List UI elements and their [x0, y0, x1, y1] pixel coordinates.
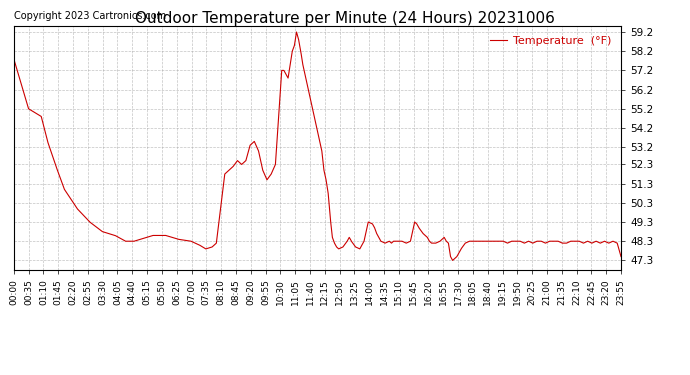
Legend: Temperature  (°F): Temperature (°F)	[486, 32, 615, 51]
Temperature  (°F)	[448, 258, 457, 262]
Temperature  (°F)	[213, 237, 221, 242]
Temperature  (°F)	[293, 30, 301, 34]
Temperature  (°F)	[617, 254, 625, 259]
Text: Outdoor Temperature per Minute (24 Hours) 20231006: Outdoor Temperature per Minute (24 Hours…	[135, 11, 555, 26]
Temperature  (°F)	[10, 57, 18, 61]
Temperature  (°F)	[145, 234, 153, 239]
Temperature  (°F)	[412, 221, 420, 226]
Line: Temperature  (°F): Temperature (°F)	[14, 32, 621, 260]
Temperature  (°F)	[546, 239, 554, 243]
Temperature  (°F)	[130, 239, 138, 243]
Temperature  (°F)	[492, 239, 500, 243]
Text: Copyright 2023 Cartronics.com: Copyright 2023 Cartronics.com	[14, 11, 166, 21]
